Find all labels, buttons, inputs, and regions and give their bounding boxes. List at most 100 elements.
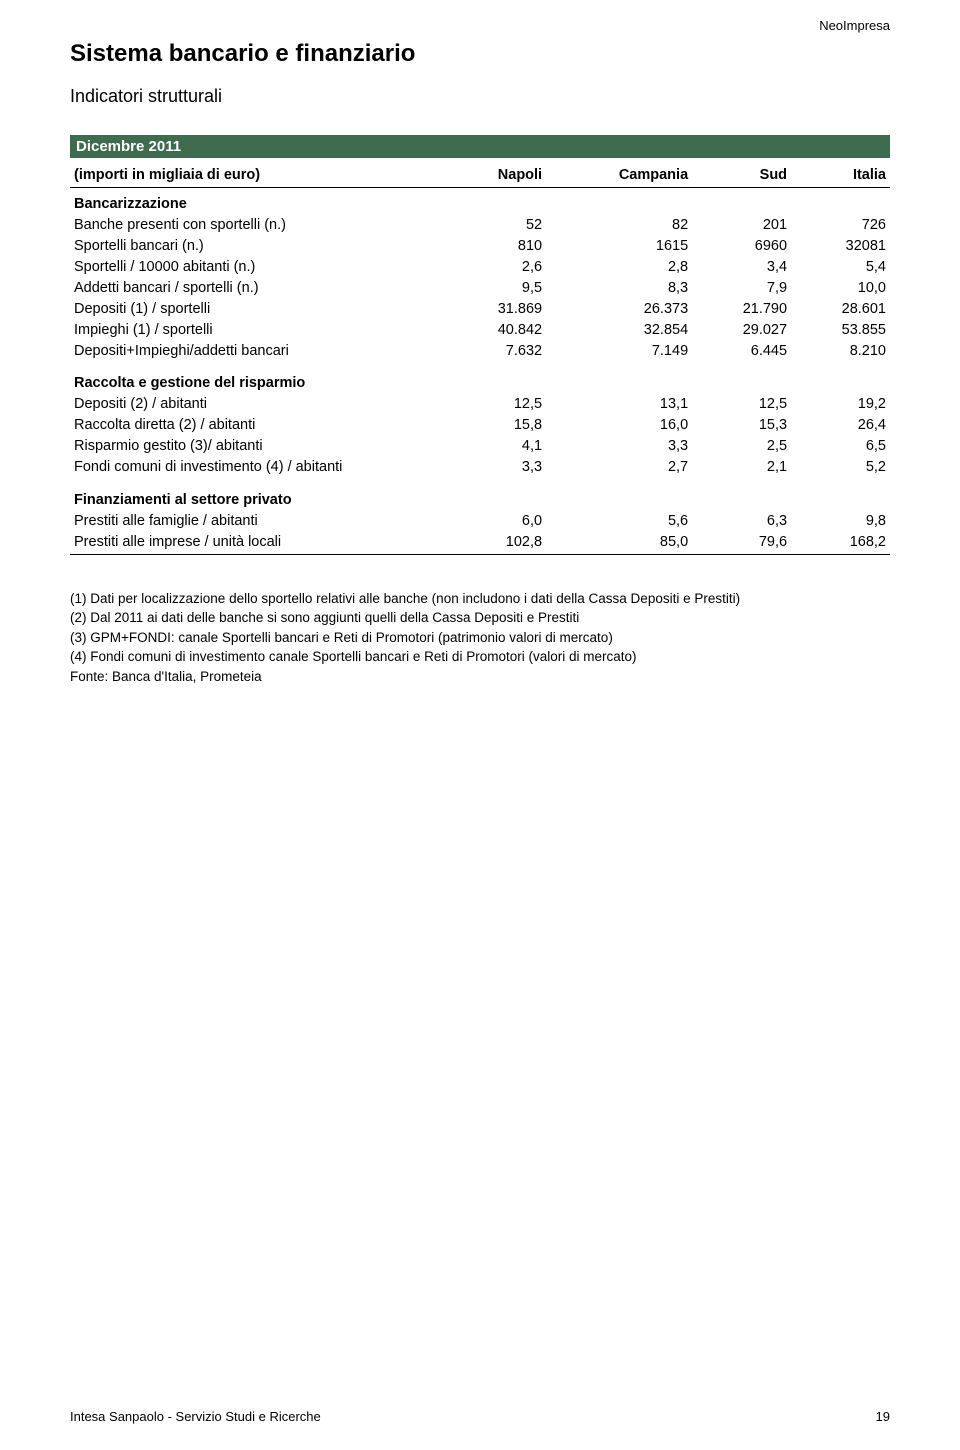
cell: 2,5: [692, 436, 791, 457]
cell: 28.601: [791, 298, 890, 319]
cell: 32081: [791, 235, 890, 256]
footer-left: Intesa Sanpaolo - Servizio Studi e Ricer…: [70, 1409, 321, 1424]
section-label: Raccolta e gestione del risparmio: [70, 361, 890, 394]
cell: 12,5: [692, 394, 791, 415]
row-label: Depositi (1) / sportelli: [70, 298, 447, 319]
table-row: Depositi+Impieghi/addetti bancari7.6327.…: [70, 340, 890, 361]
col-napoli: Napoli: [447, 164, 546, 187]
cell: 4,1: [447, 436, 546, 457]
table-row: Risparmio gestito (3)/ abitanti4,13,32,5…: [70, 436, 890, 457]
row-label: Sportelli bancari (n.): [70, 235, 447, 256]
cell: 26.373: [546, 298, 692, 319]
cell: 3,3: [447, 457, 546, 478]
cell: 6,5: [791, 436, 890, 457]
cell: 1615: [546, 235, 692, 256]
col-italia: Italia: [791, 164, 890, 187]
cell: 726: [791, 214, 890, 235]
cell: 21.790: [692, 298, 791, 319]
cell: 5,6: [546, 510, 692, 531]
cell: 6,0: [447, 510, 546, 531]
table-row: Fondi comuni di investimento (4) / abita…: [70, 457, 890, 478]
cell: 2,7: [546, 457, 692, 478]
section-title: Bancarizzazione: [70, 187, 890, 214]
note-line: (1) Dati per localizzazione dello sporte…: [70, 589, 890, 609]
cell: 2,8: [546, 256, 692, 277]
row-label: Sportelli / 10000 abitanti (n.): [70, 256, 447, 277]
table-row: Raccolta diretta (2) / abitanti15,816,01…: [70, 415, 890, 436]
row-label: Banche presenti con sportelli (n.): [70, 214, 447, 235]
table-row: Prestiti alle imprese / unità locali102,…: [70, 531, 890, 554]
notes-block: (1) Dati per localizzazione dello sporte…: [70, 589, 890, 687]
note-line: (3) GPM+FONDI: canale Sportelli bancari …: [70, 628, 890, 648]
cell: 12,5: [447, 394, 546, 415]
cell: 7.149: [546, 340, 692, 361]
page-subtitle: Indicatori strutturali: [70, 86, 890, 107]
cell: 13,1: [546, 394, 692, 415]
row-label: Prestiti alle imprese / unità locali: [70, 531, 447, 554]
cell: 40.842: [447, 319, 546, 340]
row-label: Prestiti alle famiglie / abitanti: [70, 510, 447, 531]
row-label: Impieghi (1) / sportelli: [70, 319, 447, 340]
cell: 19,2: [791, 394, 890, 415]
cell: 85,0: [546, 531, 692, 554]
cell: 15,8: [447, 415, 546, 436]
footer-page-number: 19: [876, 1409, 890, 1424]
table-row: Depositi (2) / abitanti12,513,112,519,2: [70, 394, 890, 415]
section-label: Finanziamenti al settore privato: [70, 478, 890, 511]
table-row: Addetti bancari / sportelli (n.)9,58,37,…: [70, 277, 890, 298]
cell: 7,9: [692, 277, 791, 298]
table-row: Sportelli bancari (n.)8101615696032081: [70, 235, 890, 256]
cell: 6.445: [692, 340, 791, 361]
col-campania: Campania: [546, 164, 692, 187]
cell: 31.869: [447, 298, 546, 319]
cell: 6960: [692, 235, 791, 256]
row-label: Fondi comuni di investimento (4) / abita…: [70, 457, 447, 478]
cell: 16,0: [546, 415, 692, 436]
cell: 168,2: [791, 531, 890, 554]
page-footer: Intesa Sanpaolo - Servizio Studi e Ricer…: [70, 1409, 890, 1424]
cell: 82: [546, 214, 692, 235]
table-row: Prestiti alle famiglie / abitanti6,05,66…: [70, 510, 890, 531]
cell: 2,1: [692, 457, 791, 478]
cell: 79,6: [692, 531, 791, 554]
cell: 26,4: [791, 415, 890, 436]
cell: 102,8: [447, 531, 546, 554]
cell: 29.027: [692, 319, 791, 340]
cell: 8,3: [546, 277, 692, 298]
cell: 53.855: [791, 319, 890, 340]
note-line: Fonte: Banca d'Italia, Prometeia: [70, 667, 890, 687]
row-label: Addetti bancari / sportelli (n.): [70, 277, 447, 298]
page-title: Sistema bancario e finanziario: [70, 40, 890, 68]
cell: 3,3: [546, 436, 692, 457]
col-sud: Sud: [692, 164, 791, 187]
table-row: Banche presenti con sportelli (n.)528220…: [70, 214, 890, 235]
note-line: (4) Fondi comuni di investimento canale …: [70, 647, 890, 667]
cell: 201: [692, 214, 791, 235]
row-label: Risparmio gestito (3)/ abitanti: [70, 436, 447, 457]
table-header-row: (importi in migliaia di euro) Napoli Cam…: [70, 164, 890, 187]
table-row: Impieghi (1) / sportelli40.84232.85429.0…: [70, 319, 890, 340]
section-title: Raccolta e gestione del risparmio: [70, 361, 890, 394]
row-label: Depositi+Impieghi/addetti bancari: [70, 340, 447, 361]
cell: 9,8: [791, 510, 890, 531]
cell: 15,3: [692, 415, 791, 436]
cell: 8.210: [791, 340, 890, 361]
section-title: Finanziamenti al settore privato: [70, 478, 890, 511]
header-label: (importi in migliaia di euro): [70, 164, 447, 187]
table-row: Sportelli / 10000 abitanti (n.)2,62,83,4…: [70, 256, 890, 277]
brand-label: NeoImpresa: [819, 18, 890, 33]
cell: 6,3: [692, 510, 791, 531]
cell: 2,6: [447, 256, 546, 277]
table-row: Depositi (1) / sportelli31.86926.37321.7…: [70, 298, 890, 319]
note-line: (2) Dal 2011 ai dati delle banche si son…: [70, 608, 890, 628]
cell: 810: [447, 235, 546, 256]
cell: 5,4: [791, 256, 890, 277]
cell: 32.854: [546, 319, 692, 340]
row-label: Raccolta diretta (2) / abitanti: [70, 415, 447, 436]
row-label: Depositi (2) / abitanti: [70, 394, 447, 415]
indicators-table: (importi in migliaia di euro) Napoli Cam…: [70, 164, 890, 555]
cell: 3,4: [692, 256, 791, 277]
cell: 7.632: [447, 340, 546, 361]
cell: 5,2: [791, 457, 890, 478]
cell: 10,0: [791, 277, 890, 298]
